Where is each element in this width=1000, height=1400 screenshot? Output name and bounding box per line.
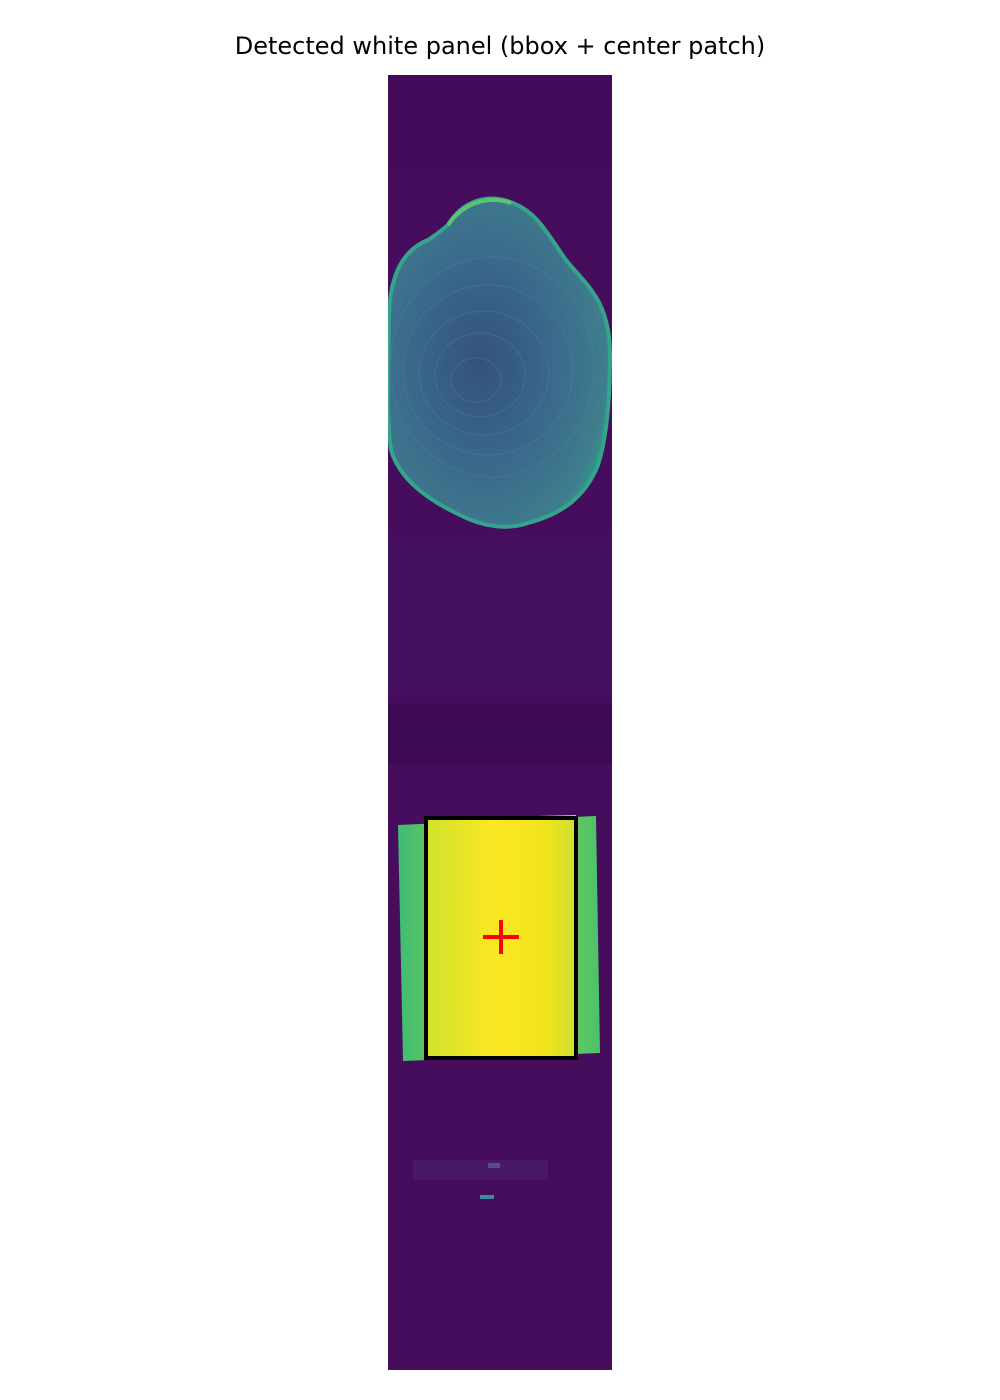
plus-icon bbox=[483, 920, 519, 954]
background-band bbox=[388, 75, 612, 170]
wood-slice bbox=[388, 196, 612, 529]
background-band bbox=[388, 535, 612, 695]
background-band bbox=[388, 705, 612, 765]
figure-title: Detected white panel (bbox + center patc… bbox=[234, 32, 766, 60]
background-band bbox=[413, 1160, 548, 1180]
image-canvas bbox=[388, 75, 612, 1370]
background-artifact bbox=[488, 1163, 500, 1168]
background-artifact bbox=[480, 1195, 494, 1199]
bbox-rectangle bbox=[424, 816, 578, 1060]
image-panel bbox=[388, 75, 612, 1370]
